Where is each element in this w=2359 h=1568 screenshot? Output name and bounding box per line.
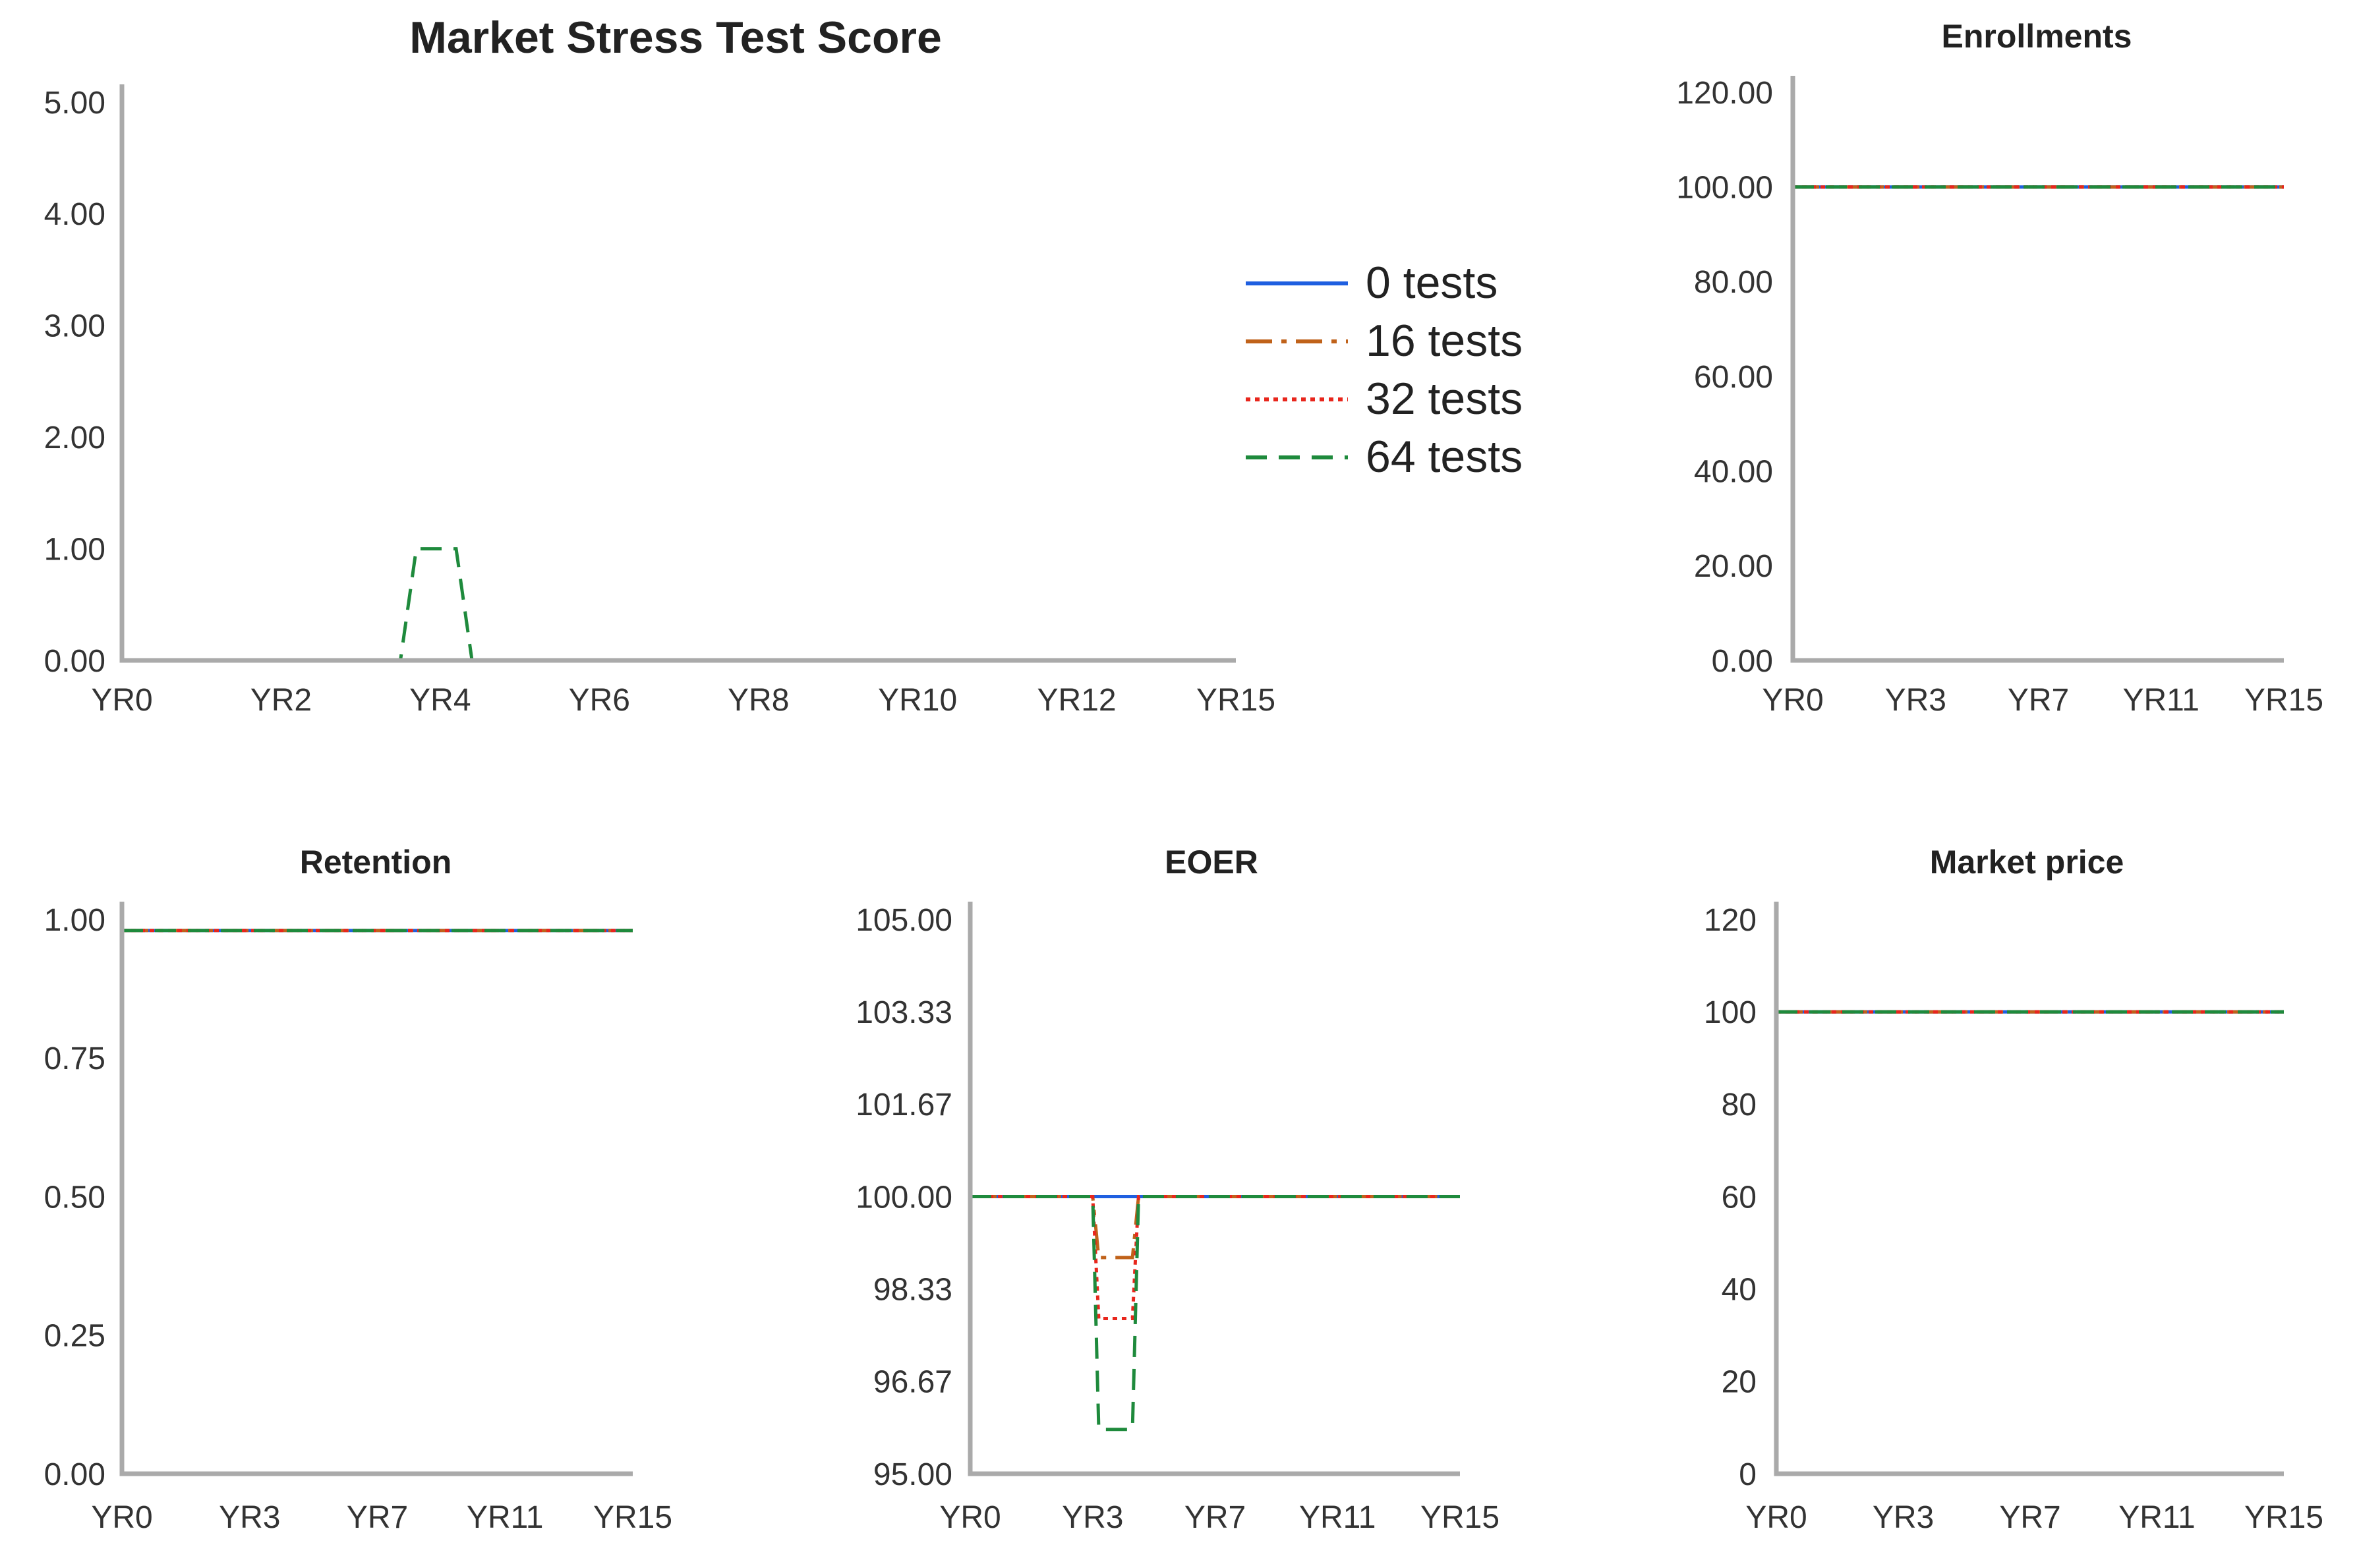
x-tick-label: YR0 xyxy=(939,1500,1001,1535)
y-tick-label: 0.00 xyxy=(1712,644,1773,679)
axis-lines xyxy=(1774,902,2284,1476)
x-tick-label: YR3 xyxy=(219,1500,280,1535)
x-tick-label: YR8 xyxy=(728,683,789,718)
y-tick-label: 0.00 xyxy=(44,1457,105,1492)
legend-item-2: 32 tests xyxy=(1246,374,1523,424)
chart-retention: Retention 1.00 0.75 0.50 0.25 0.00 YR0 YR3 YR7 Y… xyxy=(44,844,672,1535)
y-tick-label: 0 xyxy=(1739,1457,1757,1492)
legend-item-3: 64 tests xyxy=(1246,432,1523,482)
y-tick-label: 1.00 xyxy=(44,532,105,567)
chart-title: Market price xyxy=(1930,844,2124,881)
x-tick-label: YR11 xyxy=(467,1500,544,1535)
legend-label: 0 tests xyxy=(1366,258,1498,308)
y-tick-label: 60 xyxy=(1722,1180,1757,1215)
y-tick-label: 100.00 xyxy=(856,1180,952,1215)
x-tick-label: YR3 xyxy=(1885,683,1946,718)
x-tick-label: YR0 xyxy=(91,683,152,718)
y-tick-label: 80 xyxy=(1722,1088,1757,1122)
chart-market-price: Market price 120 100 80 60 40 20 0 YR0 YR3 YR7 YR1… xyxy=(1704,844,2323,1535)
y-tick-label: 2.00 xyxy=(44,421,105,455)
y-tick-label: 40 xyxy=(1722,1272,1757,1307)
x-tick-label: YR11 xyxy=(1299,1500,1376,1535)
legend-label: 32 tests xyxy=(1366,374,1523,424)
y-tick-label: 5.00 xyxy=(44,86,105,121)
legend-item-1: 16 tests xyxy=(1246,316,1523,366)
axis-lines xyxy=(1790,76,2284,663)
axis-lines xyxy=(119,84,1236,663)
x-tick-label: YR15 xyxy=(593,1500,672,1535)
series-line-64-tests xyxy=(970,1195,1460,1432)
axis-lines xyxy=(968,902,1460,1476)
y-tick-label: 100.00 xyxy=(1676,170,1773,205)
y-tick-label: 0.75 xyxy=(44,1041,105,1076)
x-tick-label: YR6 xyxy=(569,683,630,718)
chart-title: EOER xyxy=(1165,844,1258,881)
legend: 0 tests 16 tests 32 tests 64 tests xyxy=(1246,258,1523,482)
x-tick-label: YR7 xyxy=(347,1500,408,1535)
x-tick-label: YR0 xyxy=(1762,683,1823,718)
chart-title: Retention xyxy=(300,844,452,881)
y-tick-label: 4.00 xyxy=(44,197,105,232)
chart-title: Market Stress Test Score xyxy=(409,13,942,63)
y-tick-label: 95.00 xyxy=(873,1457,952,1492)
y-tick-label: 120 xyxy=(1704,903,1757,938)
y-tick-label: 20.00 xyxy=(1694,549,1773,584)
y-tick-label: 105.00 xyxy=(856,903,952,938)
x-tick-label: YR7 xyxy=(1184,1500,1246,1535)
x-tick-label: YR3 xyxy=(1873,1500,1934,1535)
x-tick-label: YR15 xyxy=(2244,683,2323,718)
x-tick-label: YR4 xyxy=(409,683,471,718)
y-tick-label: 96.67 xyxy=(873,1365,952,1400)
chart-enrollments: Enrollments 120.00 100.00 80.00 60.00 40.00 2… xyxy=(1676,18,2323,718)
chart-eoer: EOER 105.00 103.33 101.67 100.00 98.33 96.67 9… xyxy=(856,844,1500,1535)
y-tick-label: 0.50 xyxy=(44,1180,105,1215)
x-tick-label: YR0 xyxy=(91,1500,152,1535)
axis-lines xyxy=(119,902,633,1476)
y-tick-label: 98.33 xyxy=(873,1272,952,1307)
chart-market-stress-test-score: Market Stress Test Score 5.00 4.00 3.00 2.0… xyxy=(44,13,1275,718)
y-tick-label: 0.25 xyxy=(44,1319,105,1354)
y-tick-label: 120.00 xyxy=(1676,76,1773,111)
y-tick-label: 0.00 xyxy=(44,644,105,679)
y-tick-label: 103.33 xyxy=(856,995,952,1030)
x-tick-label: YR11 xyxy=(2122,683,2199,718)
y-tick-label: 3.00 xyxy=(44,309,105,344)
x-tick-label: YR7 xyxy=(1999,1500,2060,1535)
y-tick-label: 101.67 xyxy=(856,1088,952,1122)
legend-label: 16 tests xyxy=(1366,316,1523,366)
x-tick-label: YR2 xyxy=(250,683,312,718)
y-tick-label: 40.00 xyxy=(1694,454,1773,489)
y-tick-label: 20 xyxy=(1722,1365,1757,1400)
x-tick-label: YR15 xyxy=(1196,683,1275,718)
series-line-64-tests xyxy=(122,547,1236,662)
x-tick-label: YR3 xyxy=(1062,1500,1123,1535)
x-tick-label: YR0 xyxy=(1745,1500,1807,1535)
x-tick-label: YR10 xyxy=(878,683,957,718)
x-tick-label: YR7 xyxy=(2008,683,2069,718)
legend-label: 64 tests xyxy=(1366,432,1523,482)
y-tick-label: 80.00 xyxy=(1694,265,1773,300)
x-tick-label: YR11 xyxy=(2118,1500,2196,1535)
y-tick-label: 60.00 xyxy=(1694,360,1773,395)
series-line-16-tests xyxy=(970,1195,1460,1260)
chart-title: Enrollments xyxy=(1942,18,2132,55)
x-tick-label: YR12 xyxy=(1037,683,1117,718)
y-tick-label: 1.00 xyxy=(44,903,105,938)
x-tick-label: YR15 xyxy=(1420,1500,1500,1535)
y-tick-label: 100 xyxy=(1704,995,1757,1030)
legend-item-0: 0 tests xyxy=(1246,258,1498,308)
x-tick-label: YR15 xyxy=(2244,1500,2323,1535)
series-line-32-tests xyxy=(970,1195,1460,1320)
